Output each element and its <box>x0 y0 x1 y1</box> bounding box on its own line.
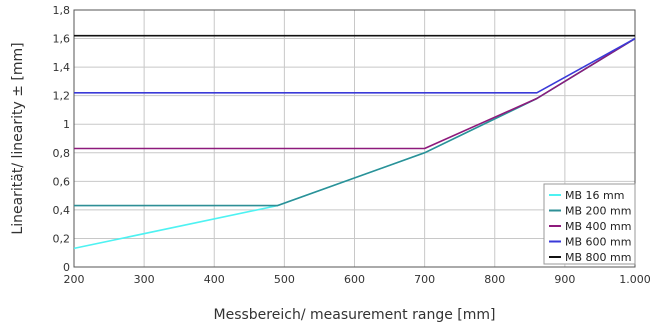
y-tick-label: 1,8 <box>53 4 71 17</box>
legend-entry: MB 800 mm <box>565 251 631 264</box>
x-tick-label: 200 <box>64 273 85 286</box>
legend: MB 16 mm MB 200 mm MB 400 mm MB 600 mm MB 80… <box>543 183 636 265</box>
x-axis-label: Messbereich/ measurement range [mm] <box>214 307 496 323</box>
x-tick-label: 400 <box>204 273 225 286</box>
y-tick-label: 1,4 <box>53 61 71 74</box>
x-tick-label: 700 <box>414 273 435 286</box>
y-axis-ticks: 0 0,2 0,4 0,6 0,8 1 1,2 1,4 1,6 1,8 <box>53 4 71 274</box>
x-axis-ticks: 200 300 400 500 600 700 800 900 1.000 <box>64 273 651 286</box>
y-tick-label: 0,2 <box>53 232 71 245</box>
x-tick-label: 500 <box>274 273 295 286</box>
y-tick-label: 0,4 <box>53 204 71 217</box>
legend-entry: MB 400 mm <box>565 220 631 233</box>
legend-box <box>543 183 636 265</box>
y-tick-label: 0,6 <box>53 175 71 188</box>
y-tick-label: 0,8 <box>53 147 71 160</box>
x-tick-label: 600 <box>344 273 365 286</box>
series-lines <box>73 34 636 250</box>
plot-frame <box>73 9 636 268</box>
legend-entry: MB 16 mm <box>565 189 624 202</box>
legend-entry: MB 200 mm <box>565 205 631 218</box>
y-tick-label: 0 <box>63 261 70 274</box>
x-tick-label: 800 <box>484 273 505 286</box>
y-axis-label: Linearität/ linearity ± [mm] <box>10 42 26 234</box>
y-tick-label: 1 <box>63 118 70 131</box>
y-tick-label: 1,6 <box>53 33 71 46</box>
x-tick-label: 900 <box>554 273 575 286</box>
series-line-mb-400-mm <box>74 37 636 150</box>
x-tick-label: 1.000 <box>619 273 651 286</box>
y-tick-label: 1,2 <box>53 90 71 103</box>
series-line-mb-600-mm <box>74 37 636 94</box>
legend-entry: MB 600 mm <box>565 236 631 249</box>
x-tick-label: 300 <box>134 273 155 286</box>
